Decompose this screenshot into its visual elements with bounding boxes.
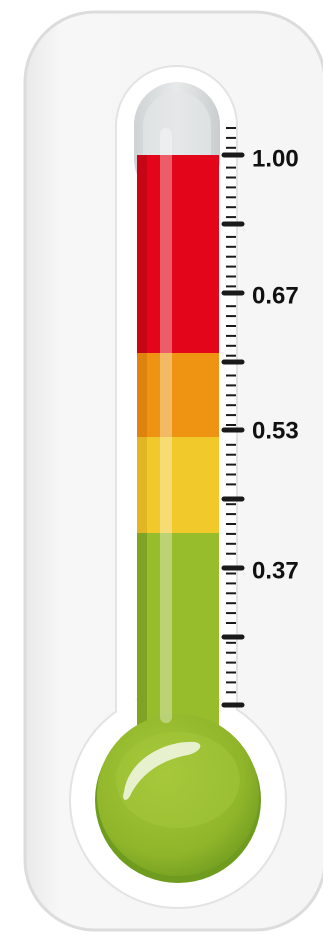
band-orange [137,353,219,437]
scale-label: 0.53 [252,417,299,444]
band-red [137,155,219,353]
band-shade-red [137,155,147,353]
scale-label: 1.00 [252,145,299,172]
fill-bands [137,155,219,760]
scale-label: 0.67 [252,282,299,309]
band-shade-orange [137,353,147,437]
glass-reflection [160,128,172,723]
scale-labels: 1.00 0.67 0.53 0.37 [252,145,299,584]
band-shade-yellow [137,437,147,533]
band-yellow [137,437,219,533]
bulb-highlight [123,741,201,800]
scale-ticks [221,127,245,708]
bulb [95,714,261,883]
scale-label: 0.37 [252,557,299,584]
band-shade-green [137,533,147,760]
